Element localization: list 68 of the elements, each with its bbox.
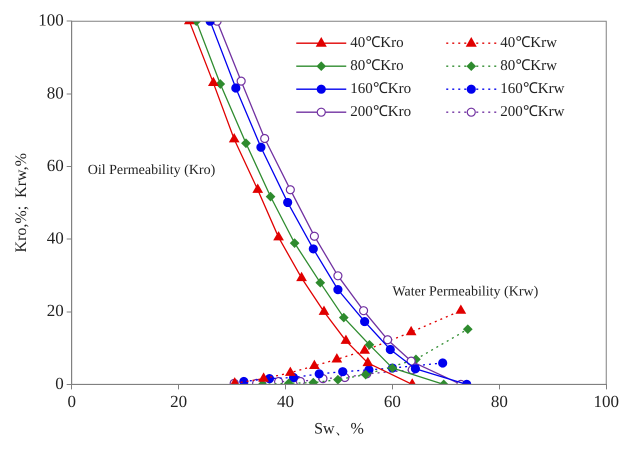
legend-label: 40℃Krw bbox=[500, 35, 558, 52]
point bbox=[406, 326, 416, 336]
point bbox=[338, 367, 348, 376]
point bbox=[456, 305, 466, 314]
point bbox=[309, 360, 320, 369]
y-tick-label: 80 bbox=[46, 83, 64, 102]
point bbox=[285, 367, 296, 376]
legend-label: 40℃Kro bbox=[350, 35, 404, 52]
point bbox=[296, 272, 306, 282]
legend-label: 80℃Kro bbox=[350, 58, 404, 74]
point bbox=[340, 335, 351, 344]
point bbox=[260, 134, 270, 144]
point bbox=[208, 77, 218, 86]
point bbox=[258, 372, 269, 382]
legend-label: 160℃Kro bbox=[350, 81, 412, 98]
point bbox=[241, 138, 251, 148]
point bbox=[358, 306, 368, 316]
point bbox=[252, 184, 263, 193]
point bbox=[410, 364, 420, 374]
y-tick-label: 60 bbox=[46, 156, 64, 175]
point bbox=[438, 358, 448, 368]
point bbox=[266, 192, 276, 202]
x-tick-label: 80 bbox=[490, 392, 508, 412]
point bbox=[360, 345, 370, 354]
point bbox=[231, 83, 240, 93]
x-tick-label: 60 bbox=[384, 392, 401, 412]
y-axis-title: Kro,%; Krw,% bbox=[12, 153, 30, 252]
point bbox=[339, 312, 348, 322]
y-tick-label: 100 bbox=[38, 10, 64, 30]
annotation: Oil Permeability (Kro) bbox=[88, 162, 216, 178]
annotation: Water Permeability (Krw) bbox=[392, 284, 539, 300]
point bbox=[333, 271, 343, 280]
x-tick-label: 0 bbox=[67, 392, 76, 412]
legend-label: 80℃Krw bbox=[500, 58, 558, 74]
point bbox=[364, 340, 374, 350]
point bbox=[332, 354, 342, 362]
point bbox=[383, 335, 392, 344]
point bbox=[236, 76, 246, 86]
point bbox=[316, 278, 325, 288]
x-tick-label: 100 bbox=[594, 392, 619, 412]
point bbox=[310, 232, 319, 241]
point bbox=[333, 375, 343, 384]
point bbox=[229, 134, 240, 142]
point bbox=[296, 376, 306, 384]
point bbox=[463, 324, 472, 334]
point bbox=[274, 376, 284, 384]
x-tick-label: 20 bbox=[170, 392, 188, 412]
point bbox=[216, 79, 225, 89]
point bbox=[286, 185, 295, 194]
point bbox=[362, 357, 373, 366]
y-tick-label: 0 bbox=[55, 374, 64, 393]
point bbox=[308, 244, 318, 254]
point bbox=[283, 198, 292, 208]
point bbox=[333, 285, 343, 294]
y-tick-label: 40 bbox=[46, 228, 64, 248]
point bbox=[314, 369, 324, 378]
point bbox=[386, 344, 395, 354]
point bbox=[319, 306, 329, 315]
legend-label: 200℃Krw bbox=[500, 104, 565, 120]
point bbox=[290, 238, 300, 248]
point bbox=[274, 232, 284, 240]
point bbox=[256, 142, 266, 152]
x-axis-title: Sw、% bbox=[314, 420, 364, 438]
y-tick-label: 20 bbox=[46, 301, 64, 320]
x-tick-label: 40 bbox=[277, 392, 294, 412]
point bbox=[360, 316, 370, 326]
legend-label: 200℃Kro bbox=[350, 104, 412, 120]
legend-label: 160℃Krw bbox=[500, 81, 565, 98]
